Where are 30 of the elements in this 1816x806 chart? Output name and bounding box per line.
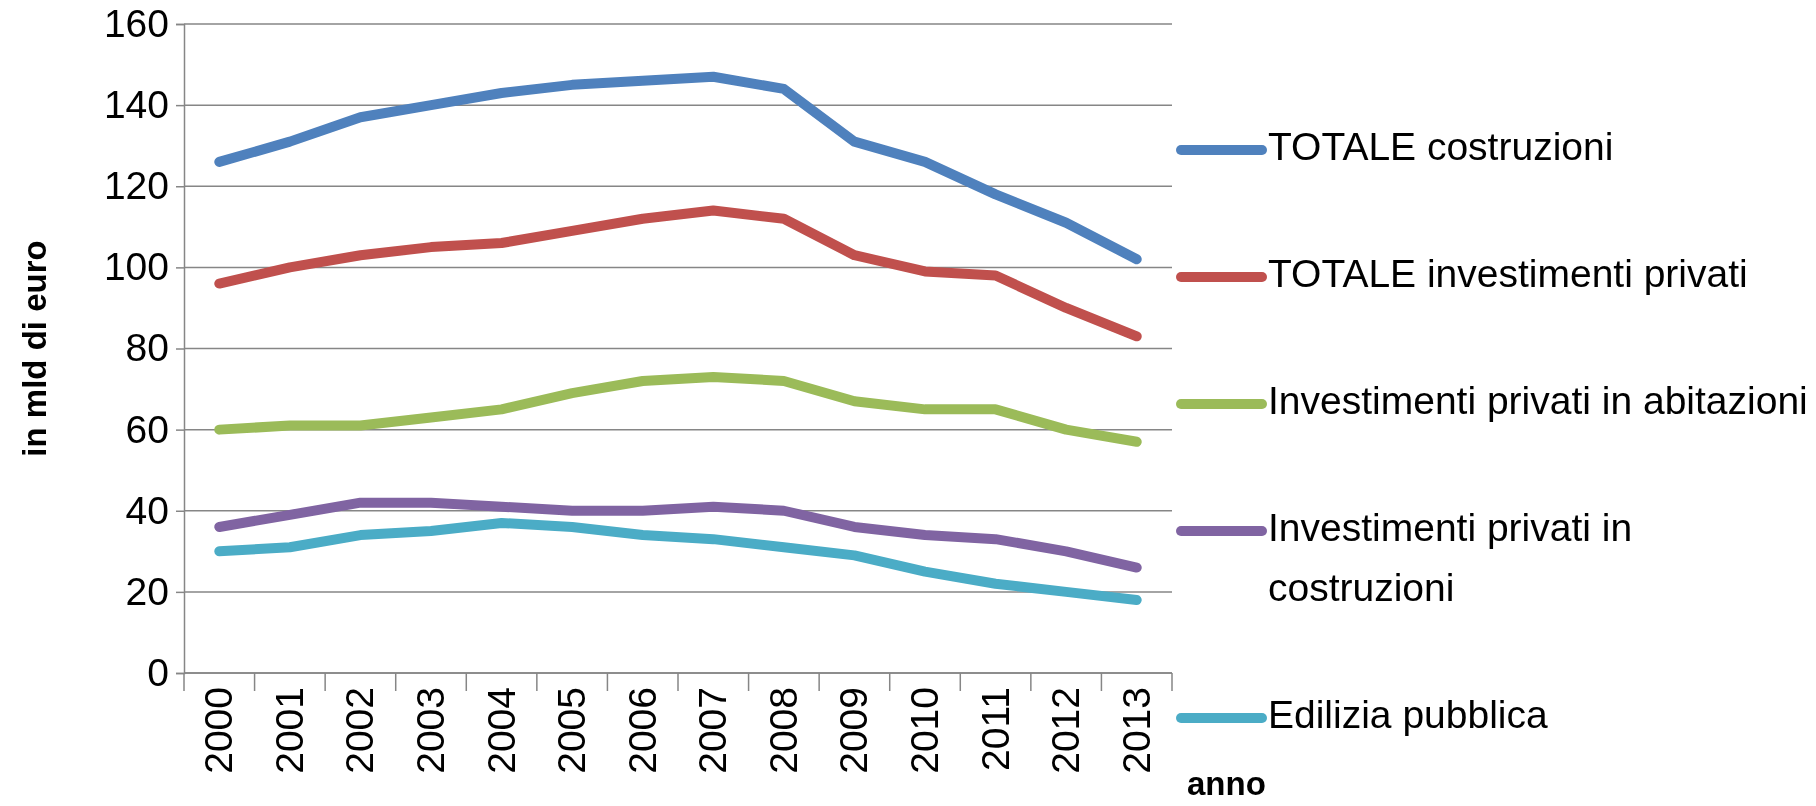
legend-label: TOTALE investimenti privati xyxy=(1268,252,1748,296)
x-tick-label: 2004 xyxy=(479,687,523,774)
x-tick-label: 2009 xyxy=(832,687,876,774)
y-tick-label: 140 xyxy=(103,83,169,127)
y-tick-label: 100 xyxy=(103,245,169,289)
y-tick-label: 40 xyxy=(125,488,169,532)
x-tick-label: 2003 xyxy=(409,687,452,774)
x-tick-label: 2000 xyxy=(197,687,241,774)
y-tick-label: 160 xyxy=(103,1,169,45)
y-tick-label: 60 xyxy=(125,407,169,451)
legend-label: Edilizia pubblica xyxy=(1268,693,1548,737)
x-tick-label: 2013 xyxy=(1114,687,1158,774)
x-tick-label: 2002 xyxy=(338,687,382,774)
y-tick-label: 120 xyxy=(103,164,169,208)
x-tick-label: 2007 xyxy=(691,687,735,774)
legend-label: TOTALE costruzioni xyxy=(1268,125,1614,169)
x-tick-label: 2008 xyxy=(761,687,805,774)
y-axis-title: in mld di euro xyxy=(16,240,53,457)
y-tick-label: 20 xyxy=(125,569,169,613)
x-tick-label: 2001 xyxy=(267,687,311,774)
x-tick-label: 2012 xyxy=(1044,687,1088,774)
x-tick-label: 2011 xyxy=(973,687,1017,771)
x-tick-label: 2005 xyxy=(550,687,594,774)
legend-label: Investimenti privati in costruzioni xyxy=(1268,506,1633,610)
legend-label: Investimenti privati in abitazioni xyxy=(1268,379,1808,423)
y-tick-label: 0 xyxy=(147,650,169,694)
x-tick-label: 2010 xyxy=(903,687,946,774)
y-tick-label: 80 xyxy=(125,326,169,370)
x-axis-title: anno xyxy=(1187,765,1266,802)
x-tick-label: 2006 xyxy=(620,687,664,774)
